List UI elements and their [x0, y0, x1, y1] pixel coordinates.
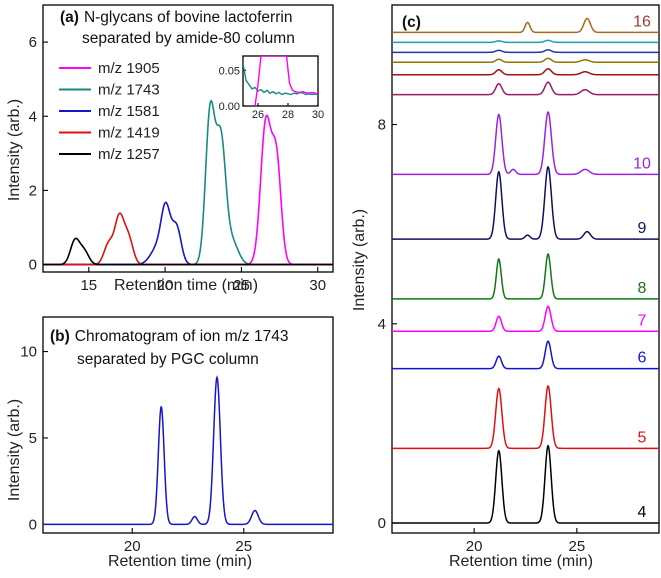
panel-c-series-line-12	[392, 68, 659, 76]
panel-b-ytick-label: 5	[29, 430, 37, 447]
panel-c-ticks: 20 25 0 4 8	[378, 117, 586, 555]
panel-c-trace-label-10: 10	[633, 155, 651, 172]
panel-c-trace-label-16: 16	[633, 13, 651, 30]
panel-a-inset-traces	[243, 56, 318, 106]
panel-c-trace-label-5: 5	[638, 429, 647, 446]
panel-c-xtick-label: 20	[466, 538, 483, 555]
panel-c-xlabel: Retention time (min)	[449, 553, 593, 570]
panel-a-title-text: N-glycans of bovine lactoferrin	[84, 9, 293, 26]
panel-c-series-line-4	[392, 444, 659, 524]
panel-c-series-line-14	[392, 49, 659, 54]
panel-a-inset-xtick-label: 26	[252, 109, 264, 121]
panel-c-ytick-label: 0	[378, 515, 386, 532]
panel-c-xtick-label: 25	[569, 538, 586, 555]
panel-a-ylabel: Intensity (arb.)	[6, 99, 23, 201]
panel-a-xtick-label: 15	[80, 277, 97, 294]
panel-a-inset: 26 28 30 0.00 0.05	[219, 55, 325, 121]
panel-c-frame	[391, 4, 660, 534]
panel-a-xtick-label: 30	[309, 277, 326, 294]
panel-c-series-line-16	[392, 17, 659, 34]
panel-b-ytick-label: 0	[29, 516, 37, 533]
panel-a-ytick-label: 2	[29, 182, 37, 199]
panel-a-xtick-label: 25	[233, 277, 250, 294]
panel-a-legend-entry-0: m/z 1905	[98, 60, 160, 77]
panel-a-title-line1: (a) N-glycans of bovine lactoferrin	[60, 9, 292, 26]
panel-c-series-line-8	[392, 253, 659, 300]
panel-b-ytick-label: 10	[20, 344, 37, 361]
panel-a-series-line-4	[43, 237, 333, 266]
panel-b-title-line2: separated by PGC column	[77, 351, 259, 368]
panel-b-series-line-0	[43, 375, 333, 526]
panel-a-ytick-label: 6	[29, 34, 37, 51]
panel-a-ytick-label: 0	[29, 257, 37, 274]
panel-a-xtick-label: 20	[157, 277, 174, 294]
panel-c-series-line-11	[392, 81, 659, 96]
panel-a-label: (a)	[60, 9, 79, 26]
panel-c-series-line-15	[392, 39, 659, 44]
panel-a-inset-series-line-0	[243, 63, 318, 96]
panel-b-xlabel: Retention time (min)	[108, 553, 252, 570]
panel-b-title-text: Chromatogram of ion m/z 1743	[75, 328, 289, 345]
panel-a-frame	[42, 4, 334, 273]
panel-a-legend-entry-4: m/z 1257	[98, 146, 160, 163]
panel-c-trace-label-7: 7	[638, 312, 647, 329]
panel-c-series-line-6	[392, 340, 659, 370]
panel-b-ylabel: Intensity (arb.)	[6, 399, 23, 501]
panel-b: 20 25 0 5 10 (b) Chromatogram of ion m/z 1743…	[6, 316, 334, 570]
panel-a-inset-xtick-label: 28	[282, 109, 294, 121]
panel-a: 15 20 25 30 0 2 4 6 (a) N-glycans of bovine lact…	[6, 4, 334, 294]
panel-a-inset-ytick-label: 0.00	[219, 101, 240, 113]
panel-c-series-line-10	[392, 111, 659, 176]
panel-c-traces	[392, 17, 659, 524]
panel-c-trace-label-8: 8	[638, 280, 647, 297]
panel-c-series-line-7	[392, 305, 659, 333]
panel-a-ytick-label: 4	[29, 108, 37, 125]
panel-c-ylabel: Intensity (arb.)	[351, 209, 368, 311]
panel-c-label: (c)	[402, 14, 421, 31]
panel-c: 20 25 0 4 8 4 5 6 7 8 9 10 16 (c) Retention time (m…	[351, 4, 660, 570]
panel-a-legend-entry-3: m/z 1419	[98, 125, 160, 142]
panel-c-series-line-13	[392, 57, 659, 64]
panel-a-title-line2: separated by amide-80 column	[82, 30, 295, 47]
panel-b-title-line1: (b) Chromatogram of ion m/z 1743	[50, 328, 288, 345]
panel-a-legend-entry-2: m/z 1581	[98, 103, 160, 120]
panel-b-frame	[42, 316, 334, 534]
panel-b-xtick-label: 25	[235, 538, 252, 555]
panel-a-inset-series-line-1	[254, 56, 318, 106]
panel-b-ticks: 20 25 0 5 10	[20, 344, 252, 555]
panel-c-series-line-5	[392, 385, 659, 450]
panel-a-inset-ytick-label: 0.05	[219, 65, 240, 77]
panel-a-ticks: 15 20 25 30 0 2 4 6	[29, 34, 326, 294]
panel-a-xlabel: Retention time (min)	[114, 277, 258, 294]
panel-c-trace-labels: 4 5 6 7 8 9 10 16	[633, 13, 651, 521]
panel-c-ytick-label: 8	[378, 117, 386, 134]
panel-a-legend-entry-1: m/z 1743	[98, 82, 160, 99]
panel-b-traces	[43, 375, 333, 526]
panel-a-traces	[43, 99, 333, 266]
panel-c-series-line-9	[392, 165, 659, 240]
panel-b-xtick-label: 20	[124, 538, 141, 555]
panel-a-inset-xtick-label: 30	[312, 109, 324, 121]
panel-c-ytick-label: 4	[378, 316, 386, 333]
panel-c-trace-label-4: 4	[638, 504, 647, 521]
panel-a-legend: m/z 1905 m/z 1743 m/z 1581 m/z 1419 m/z 1257	[59, 60, 160, 163]
panel-b-label: (b)	[50, 328, 70, 345]
panel-c-trace-label-9: 9	[638, 220, 647, 237]
panel-a-inset-ticks: 26 28 30 0.00 0.05	[219, 65, 325, 121]
panel-c-trace-label-6: 6	[638, 350, 647, 367]
